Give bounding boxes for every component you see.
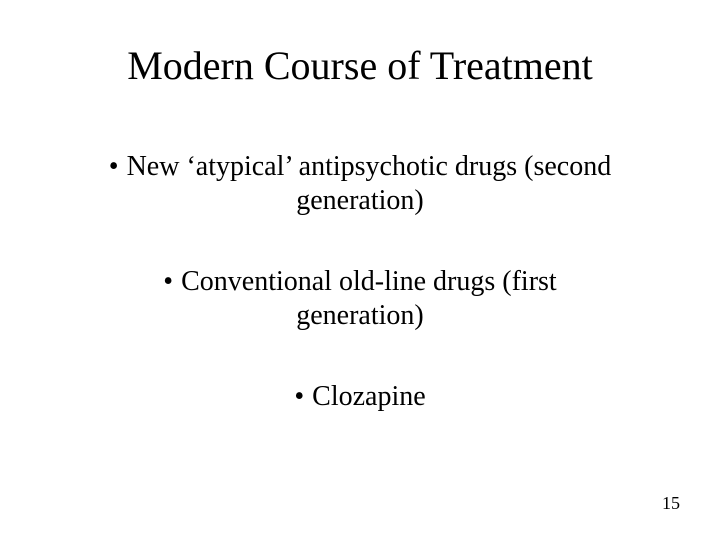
bullet-item: • Clozapine (60, 380, 660, 414)
bullet-item: • New ‘atypical’ antipsychotic drugs (sec… (60, 150, 660, 217)
bullet-text-line2: generation) (296, 300, 424, 331)
bullet-text-line2: generation) (296, 185, 424, 216)
bullet-item: • Conventional old-line drugs (first gene… (60, 265, 660, 332)
bullet-marker: • (109, 150, 119, 184)
bullet-text-line1: New ‘atypical’ antipsychotic drugs (seco… (127, 151, 612, 182)
bullet-marker: • (163, 265, 173, 299)
bullet-marker: • (294, 380, 304, 414)
slide: Modern Course of Treatment • New ‘atypica… (0, 0, 720, 540)
slide-body: • New ‘atypical’ antipsychotic drugs (sec… (60, 150, 660, 462)
page-number: 15 (662, 493, 680, 514)
slide-title: Modern Course of Treatment (0, 42, 720, 89)
bullet-text-line1: Clozapine (312, 381, 426, 412)
bullet-text-line1: Conventional old-line drugs (first (181, 266, 557, 297)
